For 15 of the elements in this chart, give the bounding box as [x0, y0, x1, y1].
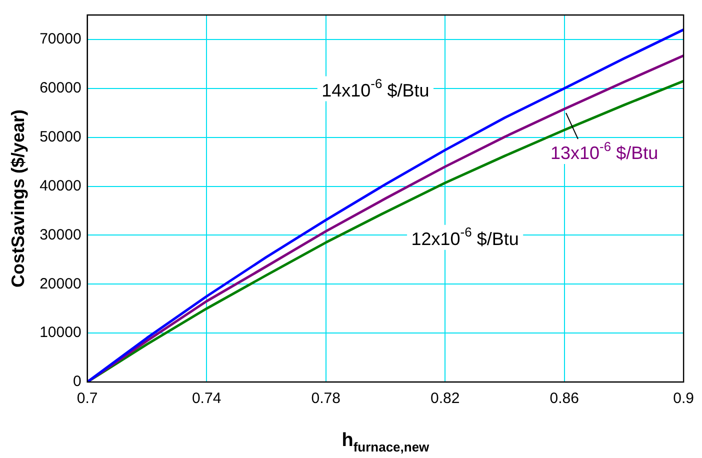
y-tick-label: 30000 [40, 226, 82, 244]
x-tick-label: 0.9 [673, 390, 694, 408]
y-tick-label: 60000 [40, 80, 82, 97]
y-axis-title: CostSavings ($/year) [8, 109, 28, 288]
x-tick-label: 0.78 [311, 390, 340, 408]
x-tick-label: 0.82 [430, 390, 460, 408]
y-tick-label: 40000 [40, 177, 82, 194]
x-tick-label: 0.86 [550, 390, 579, 408]
x-tick-label: 0.74 [192, 390, 222, 408]
y-tick-label: 70000 [40, 30, 82, 48]
y-tick-label: 10000 [40, 324, 82, 342]
y-tick-label: 0 [72, 373, 82, 390]
y-tick-label: 50000 [40, 128, 82, 146]
x-tick-label: 0.7 [76, 390, 98, 408]
y-tick-label: 20000 [40, 275, 82, 292]
